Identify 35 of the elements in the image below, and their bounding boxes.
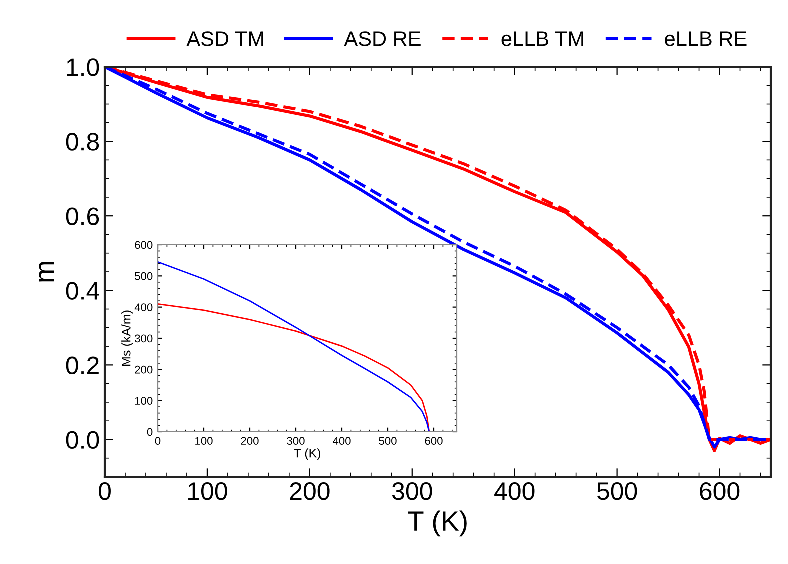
y-tick-label: 600	[135, 241, 153, 250]
y-tick-label: 100	[135, 397, 153, 405]
legend-label: ASD RE	[344, 32, 421, 46]
legend-label: ASD TM	[186, 32, 264, 46]
x-tick-label: 600	[700, 482, 740, 500]
x-tick-label: 200	[290, 482, 330, 500]
y-tick-label: 300	[135, 334, 153, 343]
x-tick-label: 100	[196, 437, 213, 446]
y-tick-label: 0.4	[66, 282, 100, 300]
y-tick-label: 0.8	[66, 133, 100, 151]
x-tick-label: 400	[332, 437, 351, 446]
x-tick-label: 500	[379, 437, 397, 446]
x-tick-label: 100	[188, 482, 228, 500]
y-tick-label: 400	[134, 304, 153, 312]
y-tick-label: 1.0	[67, 58, 100, 76]
legend-label: eLLB TM	[502, 32, 584, 46]
y-axis-title: m	[39, 262, 54, 282]
y-tick-label: 0.6	[66, 208, 100, 226]
x-tick-label: 400	[494, 482, 535, 500]
x-axis-title: T (K)	[294, 448, 320, 460]
y-tick-label: 0	[147, 428, 153, 436]
x-tick-label: 200	[241, 437, 259, 446]
x-axis-title: T (K)	[408, 510, 467, 537]
x-tick-label: 0	[155, 437, 161, 446]
y-axis-title: Ms (kA/m)	[122, 310, 134, 366]
x-tick-label: 300	[392, 482, 432, 500]
y-tick-label: 0.0	[66, 431, 100, 450]
y-tick-label: 0.2	[66, 356, 99, 374]
x-tick-label: 500	[597, 482, 638, 500]
y-tick-label: 200	[135, 366, 153, 374]
y-tick-label: 500	[135, 272, 153, 280]
x-tick-label: 0	[99, 482, 111, 500]
x-tick-label: 600	[425, 437, 443, 446]
legend-label: eLLB RE	[665, 32, 747, 46]
x-tick-label: 300	[287, 437, 305, 446]
